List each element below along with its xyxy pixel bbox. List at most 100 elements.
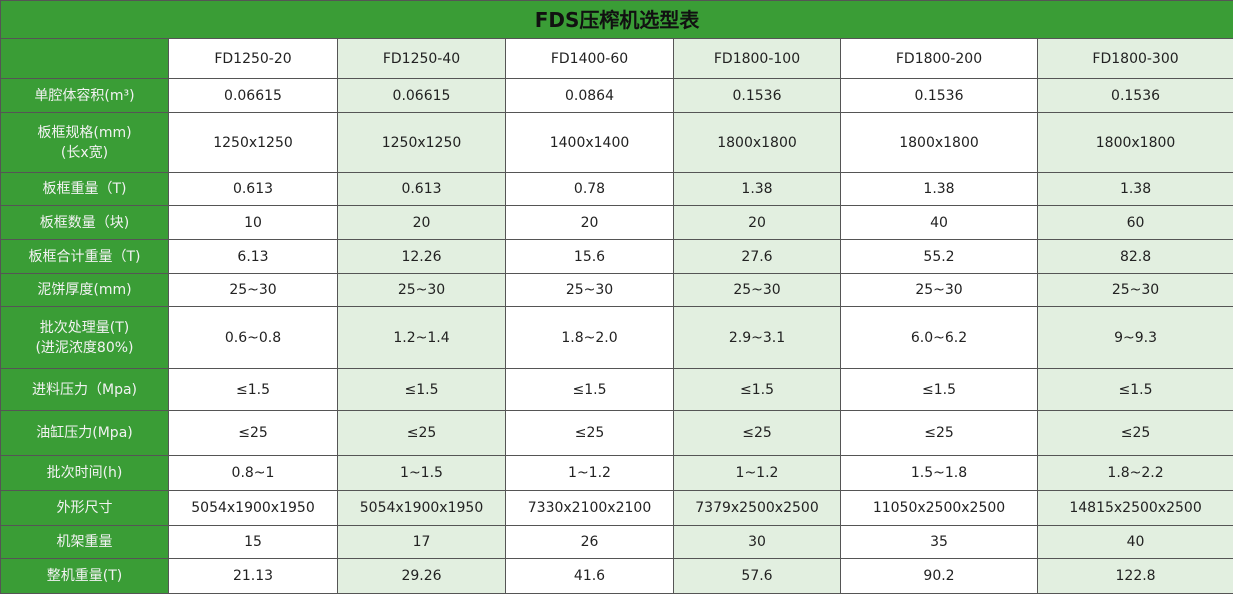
table-cell: 0.1536 — [840, 78, 1038, 113]
row-label: 泥饼厚度(mm) — [0, 273, 169, 307]
row-label: 整机重量(T) — [0, 558, 169, 594]
table-row: 批次时间(h) 0.8~1 1~1.5 1~1.2 1~1.2 1.5~1.8 1.8~2.… — [0, 455, 1233, 491]
table-cell: 20 — [673, 205, 841, 240]
corner-cell — [0, 38, 169, 79]
table-row: 外形尺寸 5054x1900x1950 5054x1900x1950 7330x210… — [0, 490, 1233, 526]
row-label: 外形尺寸 — [0, 490, 169, 526]
table-cell: ≤1.5 — [840, 368, 1038, 411]
table-cell: 1~1.5 — [337, 455, 506, 491]
table-cell: 41.6 — [505, 558, 674, 594]
table-cell: 25~30 — [505, 273, 674, 307]
row-label: 板框重量（T) — [0, 172, 169, 206]
table-cell: 60 — [1036, 205, 1233, 240]
table-cell: 1800x1800 — [673, 112, 841, 173]
row-label: 板框数量（块) — [0, 205, 169, 240]
title-row: FDS压榨机选型表 — [0, 0, 1233, 39]
table-cell: 1.38 — [840, 172, 1038, 206]
table-cell: 1.5~1.8 — [840, 455, 1038, 491]
table-cell: 90.2 — [840, 558, 1038, 594]
table-cell: ≤25 — [337, 410, 506, 456]
table-cell: 15 — [168, 525, 338, 559]
table-cell: 1.8~2.2 — [1036, 455, 1233, 491]
table-row: 板框重量（T) 0.613 0.613 0.78 1.38 1.38 1.38 — [0, 172, 1233, 206]
table-cell: 0.0864 — [505, 78, 674, 113]
table-cell: 2.9~3.1 — [673, 306, 841, 369]
table-cell: 1~1.2 — [505, 455, 674, 491]
table-row: 板框规格(mm) (长x宽) 1250x1250 1250x1250 1400x140… — [0, 112, 1233, 173]
table-cell: 40 — [1036, 525, 1233, 559]
table-cell: ≤1.5 — [673, 368, 841, 411]
row-label: 油缸压力(Mpa) — [0, 410, 169, 456]
table-row: 板框合计重量（T) 6.13 12.26 15.6 27.6 55.2 82.8 — [0, 239, 1233, 274]
table-row: 批次处理量(T) (进泥浓度80%) 0.6~0.8 1.2~1.4 1.8~2.0 2… — [0, 306, 1233, 369]
table-cell: 26 — [505, 525, 674, 559]
row-label: 单腔体容积(m³) — [0, 78, 169, 113]
table-row: 单腔体容积(m³) 0.06615 0.06615 0.0864 0.1536 0.153… — [0, 78, 1233, 113]
table-cell: 0.06615 — [168, 78, 338, 113]
model-header-cell: FD1400-60 — [505, 38, 674, 79]
table-cell: 55.2 — [840, 239, 1038, 274]
table-cell: 82.8 — [1036, 239, 1233, 274]
table-cell: 0.78 — [505, 172, 674, 206]
table-title: FDS压榨机选型表 — [0, 0, 1233, 39]
table-cell: 1~1.2 — [673, 455, 841, 491]
model-header-row: FD1250-20 FD1250-40 FD1400-60 FD1800-100 FD1… — [0, 38, 1233, 79]
table-cell: 14815x2500x2500 — [1036, 490, 1233, 526]
table-cell: 29.26 — [337, 558, 506, 594]
table-cell: 7379x2500x2500 — [673, 490, 841, 526]
model-header-cell: FD1250-40 — [337, 38, 506, 79]
table-cell: 1.8~2.0 — [505, 306, 674, 369]
table-cell: 6.0~6.2 — [840, 306, 1038, 369]
model-header-cell: FD1800-300 — [1036, 38, 1233, 79]
table-cell: ≤25 — [673, 410, 841, 456]
table-cell: 7330x2100x2100 — [505, 490, 674, 526]
row-label: 板框规格(mm) (长x宽) — [0, 112, 169, 173]
model-header-cell: FD1250-20 — [168, 38, 338, 79]
table-cell: ≤1.5 — [505, 368, 674, 411]
table-cell: 9~9.3 — [1036, 306, 1233, 369]
table-cell: 12.26 — [337, 239, 506, 274]
table-cell: 0.06615 — [337, 78, 506, 113]
row-label: 板框合计重量（T) — [0, 239, 169, 274]
table-cell: 0.1536 — [1036, 78, 1233, 113]
table-cell: ≤25 — [505, 410, 674, 456]
table-cell: 0.8~1 — [168, 455, 338, 491]
table-cell: ≤1.5 — [1036, 368, 1233, 411]
table-cell: 1.2~1.4 — [337, 306, 506, 369]
table-cell: 0.1536 — [673, 78, 841, 113]
table-cell: 5054x1900x1950 — [337, 490, 506, 526]
table-cell: 25~30 — [840, 273, 1038, 307]
table-cell: 15.6 — [505, 239, 674, 274]
table-cell: ≤25 — [168, 410, 338, 456]
row-label: 批次处理量(T) (进泥浓度80%) — [0, 306, 169, 369]
table-row: 机架重量 15 17 26 30 35 40 — [0, 525, 1233, 559]
table-row: 油缸压力(Mpa) ≤25 ≤25 ≤25 ≤25 ≤25 ≤25 — [0, 410, 1233, 456]
table-cell: 30 — [673, 525, 841, 559]
row-label: 批次时间(h) — [0, 455, 169, 491]
table-cell: 25~30 — [1036, 273, 1233, 307]
table-cell: 1800x1800 — [840, 112, 1038, 173]
table-cell: 0.613 — [168, 172, 338, 206]
table-cell: 1.38 — [1036, 172, 1233, 206]
table-cell: 35 — [840, 525, 1038, 559]
table-cell: 6.13 — [168, 239, 338, 274]
table-cell: ≤25 — [840, 410, 1038, 456]
table-cell: ≤1.5 — [337, 368, 506, 411]
table-cell: 57.6 — [673, 558, 841, 594]
table-cell: ≤1.5 — [168, 368, 338, 411]
table-cell: 25~30 — [168, 273, 338, 307]
row-label: 机架重量 — [0, 525, 169, 559]
table-cell: 5054x1900x1950 — [168, 490, 338, 526]
table-cell: ≤25 — [1036, 410, 1233, 456]
table-cell: 0.6~0.8 — [168, 306, 338, 369]
table-cell: 1800x1800 — [1036, 112, 1233, 173]
table-cell: 17 — [337, 525, 506, 559]
table-cell: 1250x1250 — [337, 112, 506, 173]
table-cell: 21.13 — [168, 558, 338, 594]
table-row: 泥饼厚度(mm) 25~30 25~30 25~30 25~30 25~30 25~30 — [0, 273, 1233, 307]
row-label: 进料压力（Mpa) — [0, 368, 169, 411]
table-cell: 25~30 — [337, 273, 506, 307]
table-cell: 20 — [337, 205, 506, 240]
table-cell: 1400x1400 — [505, 112, 674, 173]
